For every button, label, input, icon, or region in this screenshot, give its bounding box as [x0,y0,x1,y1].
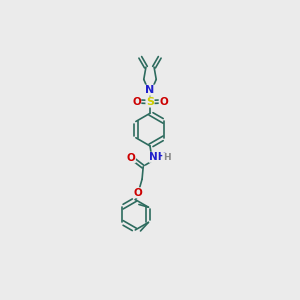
Text: O: O [127,153,135,163]
Text: O: O [132,97,141,106]
Text: H: H [163,153,170,162]
Text: N: N [146,85,154,95]
Text: S: S [146,97,154,107]
Text: O: O [159,97,168,106]
Text: O: O [134,188,142,198]
Text: NH: NH [149,152,167,162]
